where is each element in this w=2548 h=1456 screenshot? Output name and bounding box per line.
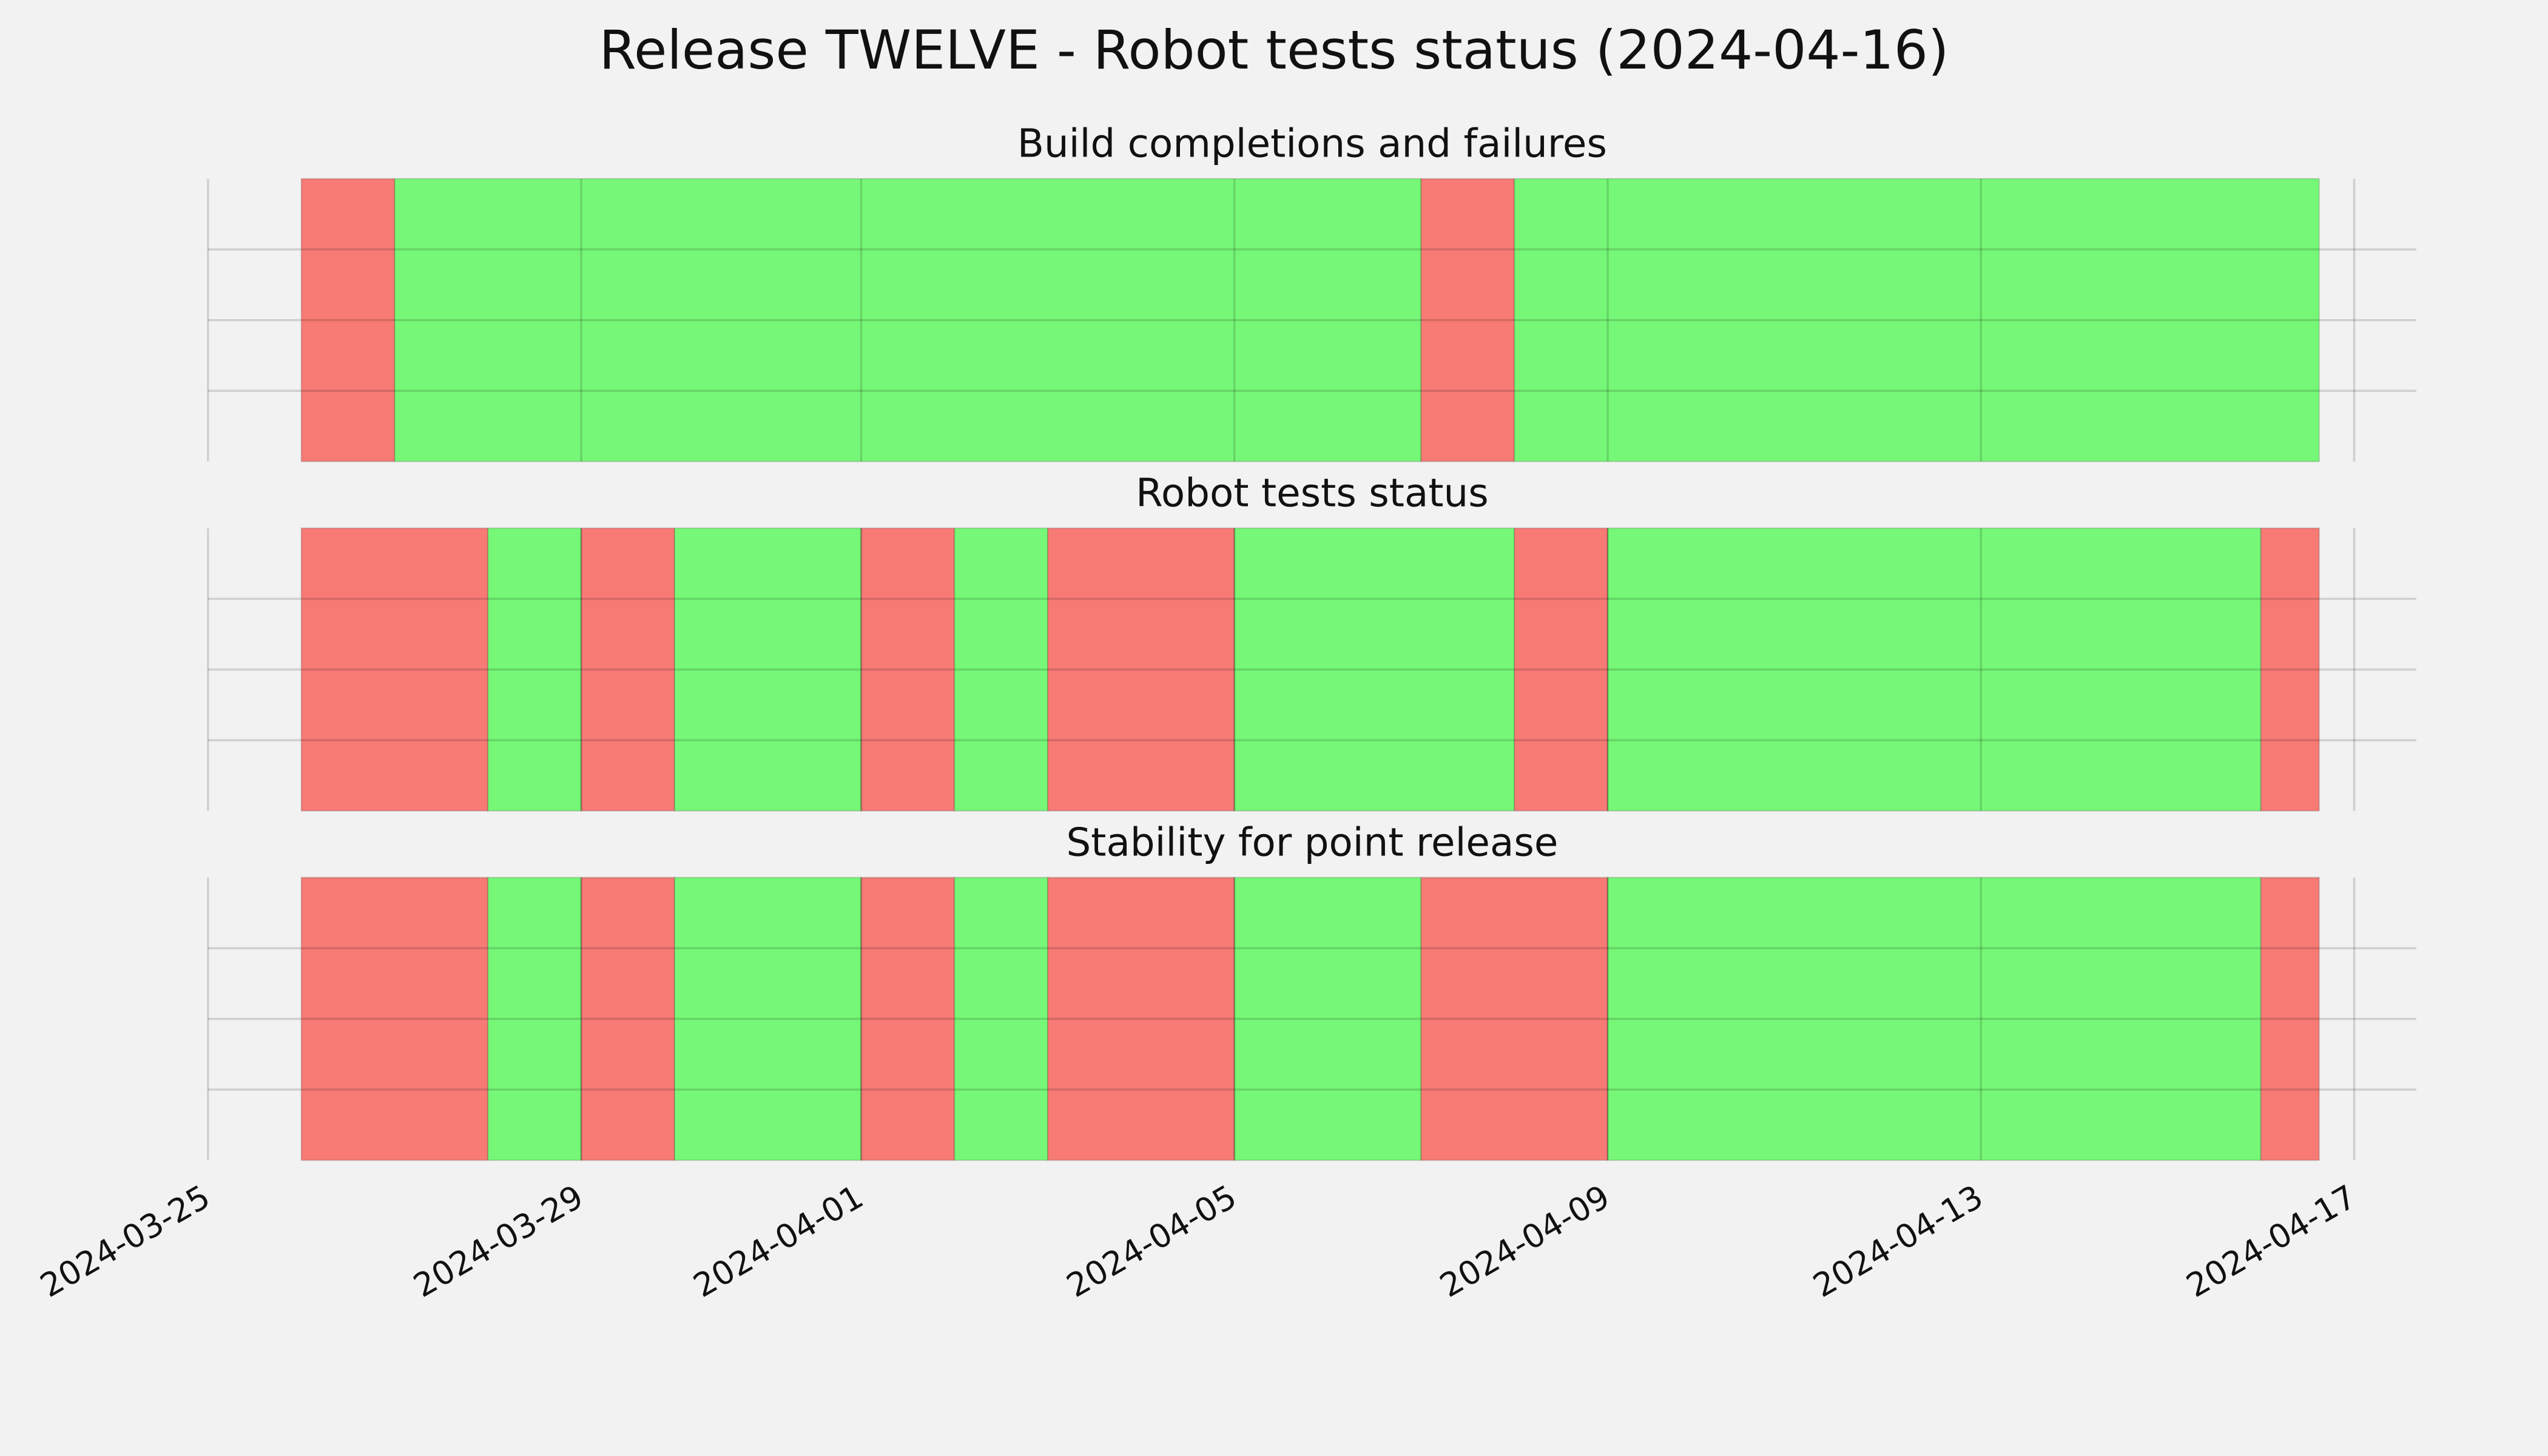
span xyxy=(300,527,489,812)
panel-title: Robot tests status xyxy=(1136,471,1489,516)
span xyxy=(581,877,675,1161)
span xyxy=(300,877,489,1161)
span xyxy=(1420,877,1609,1161)
span xyxy=(1047,877,1235,1161)
span xyxy=(1420,178,1515,462)
span xyxy=(954,527,1049,812)
span xyxy=(300,178,396,462)
span xyxy=(860,877,956,1161)
span xyxy=(2260,527,2320,812)
span xyxy=(1606,527,2262,812)
span xyxy=(581,527,675,812)
panel-title: Stability for point release xyxy=(1067,820,1559,865)
span xyxy=(487,877,582,1161)
span xyxy=(1233,527,1515,812)
span xyxy=(860,527,956,812)
panel-title: Build completions and failures xyxy=(1017,121,1607,167)
chart-title: Release TWELVE - Robot tests status (202… xyxy=(599,19,1949,81)
span xyxy=(954,877,1049,1161)
span xyxy=(1606,877,2262,1161)
span xyxy=(2260,877,2320,1161)
span xyxy=(1514,527,1609,812)
span xyxy=(1514,178,2320,462)
span xyxy=(673,877,862,1161)
span xyxy=(1047,527,1235,812)
span xyxy=(487,527,582,812)
span xyxy=(394,178,1422,462)
span xyxy=(1233,877,1422,1161)
